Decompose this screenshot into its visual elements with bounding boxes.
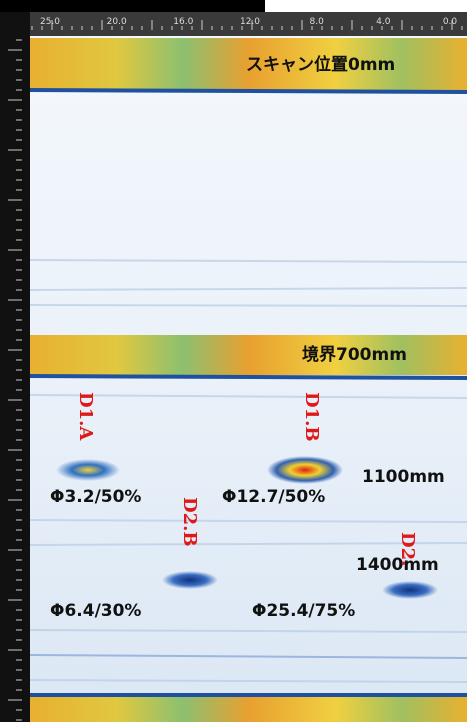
flaw-echo [162,571,218,589]
defect-size: Φ3.2/50% [50,487,141,507]
ruler-label: 20.0 [107,17,127,27]
defect-label: D2.B [179,497,200,547]
top-ruler [0,12,467,36]
flaw-echo [267,456,343,484]
defect-size: Φ12.7/50% [222,487,325,507]
surface-edge [30,90,467,92]
flaw-echo [56,459,120,481]
top-bar [0,0,265,12]
ruler-label: 12.0 [240,17,260,27]
scan-view: 25.0 20.0 16.0 12.0 8.0 4.0 0.0 スキャン位置0mm 境界70… [0,0,467,722]
ruler-label: 16.0 [173,17,193,27]
ruler-label: 4.0 [376,17,391,27]
ruler-label: 25.0 [40,17,60,27]
flaw-echo [382,581,438,599]
boundary-label: 境界700mm [302,344,407,365]
depth-label: 1100mm [362,467,445,487]
ruler-label: 0.0 [443,17,458,27]
scan-position-label: スキャン位置0mm [246,54,395,75]
defect-label: D2. [397,532,418,566]
bottom-band [30,696,467,722]
defect-size: Φ6.4/30% [50,601,141,621]
defect-size: Φ25.4/75% [252,601,355,621]
defect-label: D1.A [75,392,96,441]
boundary-edge [30,376,467,378]
defect-label: D1.B [301,392,322,442]
ruler-label: 8.0 [310,17,325,27]
left-ruler [0,12,30,722]
